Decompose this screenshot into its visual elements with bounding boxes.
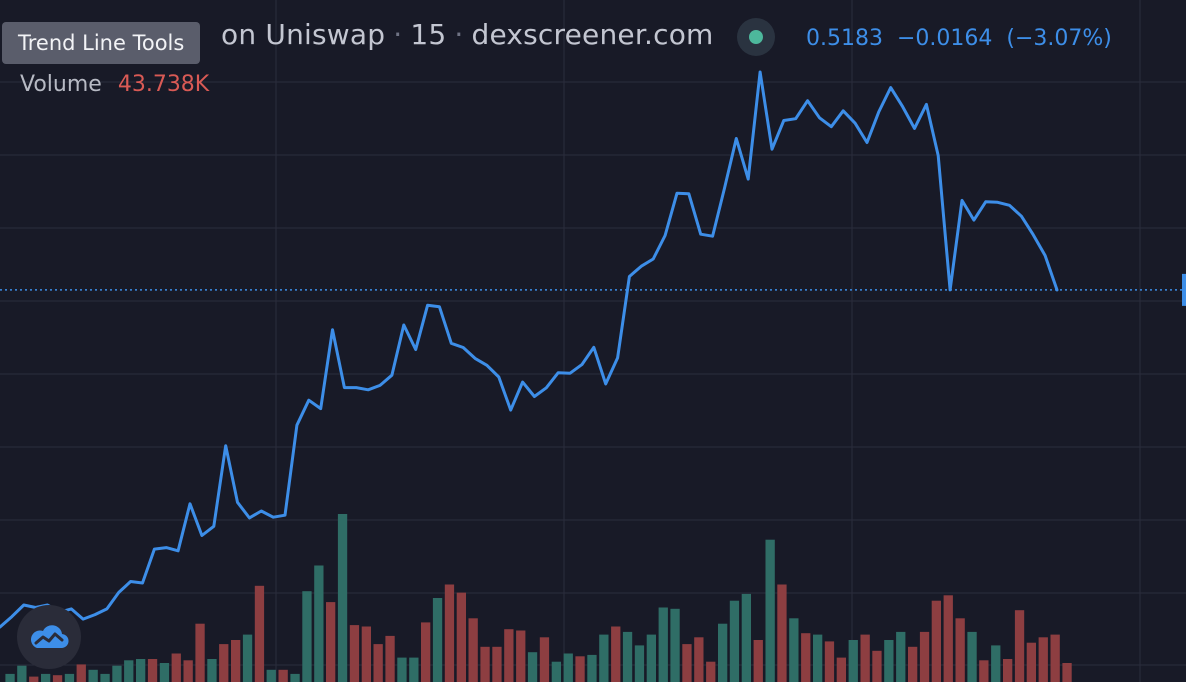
- volume-bar: [943, 595, 953, 682]
- volume-bar: [171, 653, 181, 682]
- volume-bar: [147, 659, 158, 682]
- volume-bar: [124, 660, 134, 682]
- volume-bar: [813, 634, 823, 682]
- volume-bar: [337, 514, 348, 682]
- volume-bar: [682, 644, 692, 682]
- volume-bar: [931, 600, 941, 682]
- volume-bar: [278, 669, 288, 682]
- volume-bar: [765, 539, 775, 682]
- volume-bar: [492, 646, 502, 682]
- volume-bar: [1026, 642, 1036, 682]
- volume-bar: [979, 660, 989, 682]
- volume-bar: [421, 622, 431, 682]
- volume-bar: [5, 673, 15, 682]
- volume-bar: [670, 608, 680, 682]
- volume-bar: [729, 600, 740, 682]
- volume-bar: [539, 637, 550, 682]
- volume-bar: [361, 626, 371, 682]
- volume-bar: [1003, 659, 1013, 682]
- volume-bar: [611, 626, 621, 682]
- volume-bar: [254, 585, 265, 682]
- volume-bar: [824, 641, 835, 682]
- volume-bar: [504, 629, 514, 682]
- logo-glyph: [30, 625, 69, 649]
- volume-bar: [100, 673, 110, 682]
- volume-bar: [741, 593, 751, 682]
- volume-bar: [444, 584, 455, 682]
- cloud-chart-icon[interactable]: [17, 605, 81, 669]
- volume-bar: [409, 657, 419, 682]
- volume-bar: [397, 657, 407, 682]
- volume-bar: [718, 623, 728, 682]
- volume-bar: [183, 660, 193, 682]
- volume-bar: [468, 618, 478, 682]
- volume-bar: [991, 645, 1001, 682]
- volume-bar: [908, 646, 918, 682]
- volume-bar: [52, 675, 63, 682]
- volume-bar: [789, 618, 799, 682]
- volume-bar: [551, 661, 561, 682]
- volume-bar: [242, 634, 253, 682]
- volume-bar: [480, 646, 490, 682]
- volume-bar: [1050, 634, 1060, 682]
- volume-bar: [385, 635, 395, 682]
- volume-bar: [527, 652, 538, 682]
- volume-bar: [896, 631, 906, 682]
- volume-bar: [302, 591, 312, 682]
- volume-bar: [622, 631, 633, 682]
- volume-bar: [159, 663, 170, 682]
- volume-bar: [373, 644, 383, 682]
- volume-bar: [599, 634, 609, 682]
- volume-bar: [231, 640, 241, 682]
- volume-bar: [836, 657, 846, 682]
- volume-bar: [658, 607, 668, 682]
- volume-bar: [884, 640, 894, 682]
- volume-bar: [706, 661, 716, 682]
- volume-bar: [872, 650, 882, 682]
- volume-bar: [1038, 637, 1048, 682]
- volume-bar: [587, 654, 597, 682]
- volume-bar: [29, 676, 39, 682]
- volume-bar: [777, 584, 787, 682]
- volume-bar: [563, 653, 573, 682]
- volume-bar: [848, 640, 858, 682]
- volume-bar: [76, 664, 86, 682]
- volume-bar: [955, 618, 965, 682]
- volume-bar: [516, 630, 526, 682]
- volume-bar: [575, 656, 585, 682]
- volume-bar: [456, 592, 466, 682]
- volume-bar: [314, 565, 324, 682]
- volume-bar: [349, 625, 360, 682]
- volume-bar: [290, 673, 300, 682]
- volume-bars: [5, 514, 1072, 682]
- volume-bar: [860, 634, 870, 682]
- volume-bar: [694, 637, 704, 682]
- volume-bar: [219, 644, 229, 682]
- volume-bar: [801, 633, 811, 682]
- volume-bar: [112, 665, 122, 682]
- volume-bar: [646, 634, 656, 682]
- volume-bar: [17, 665, 27, 682]
- last-price-marker: [1182, 273, 1186, 306]
- volume-bar: [432, 598, 443, 682]
- volume-bar: [64, 673, 75, 682]
- price-series-line: [0, 70, 1059, 629]
- volume-bar: [919, 631, 930, 682]
- volume-bar: [326, 602, 336, 682]
- volume-bar: [266, 669, 276, 682]
- volume-bar: [136, 659, 146, 682]
- volume-bar: [207, 659, 217, 682]
- volume-bar: [1014, 610, 1025, 682]
- volume-bar: [88, 669, 98, 682]
- volume-bar: [967, 631, 977, 682]
- volume-bar: [753, 640, 763, 682]
- volume-bar: [1062, 663, 1072, 682]
- volume-bar: [195, 623, 205, 682]
- volume-bar: [634, 645, 645, 682]
- volume-bar: [41, 673, 51, 682]
